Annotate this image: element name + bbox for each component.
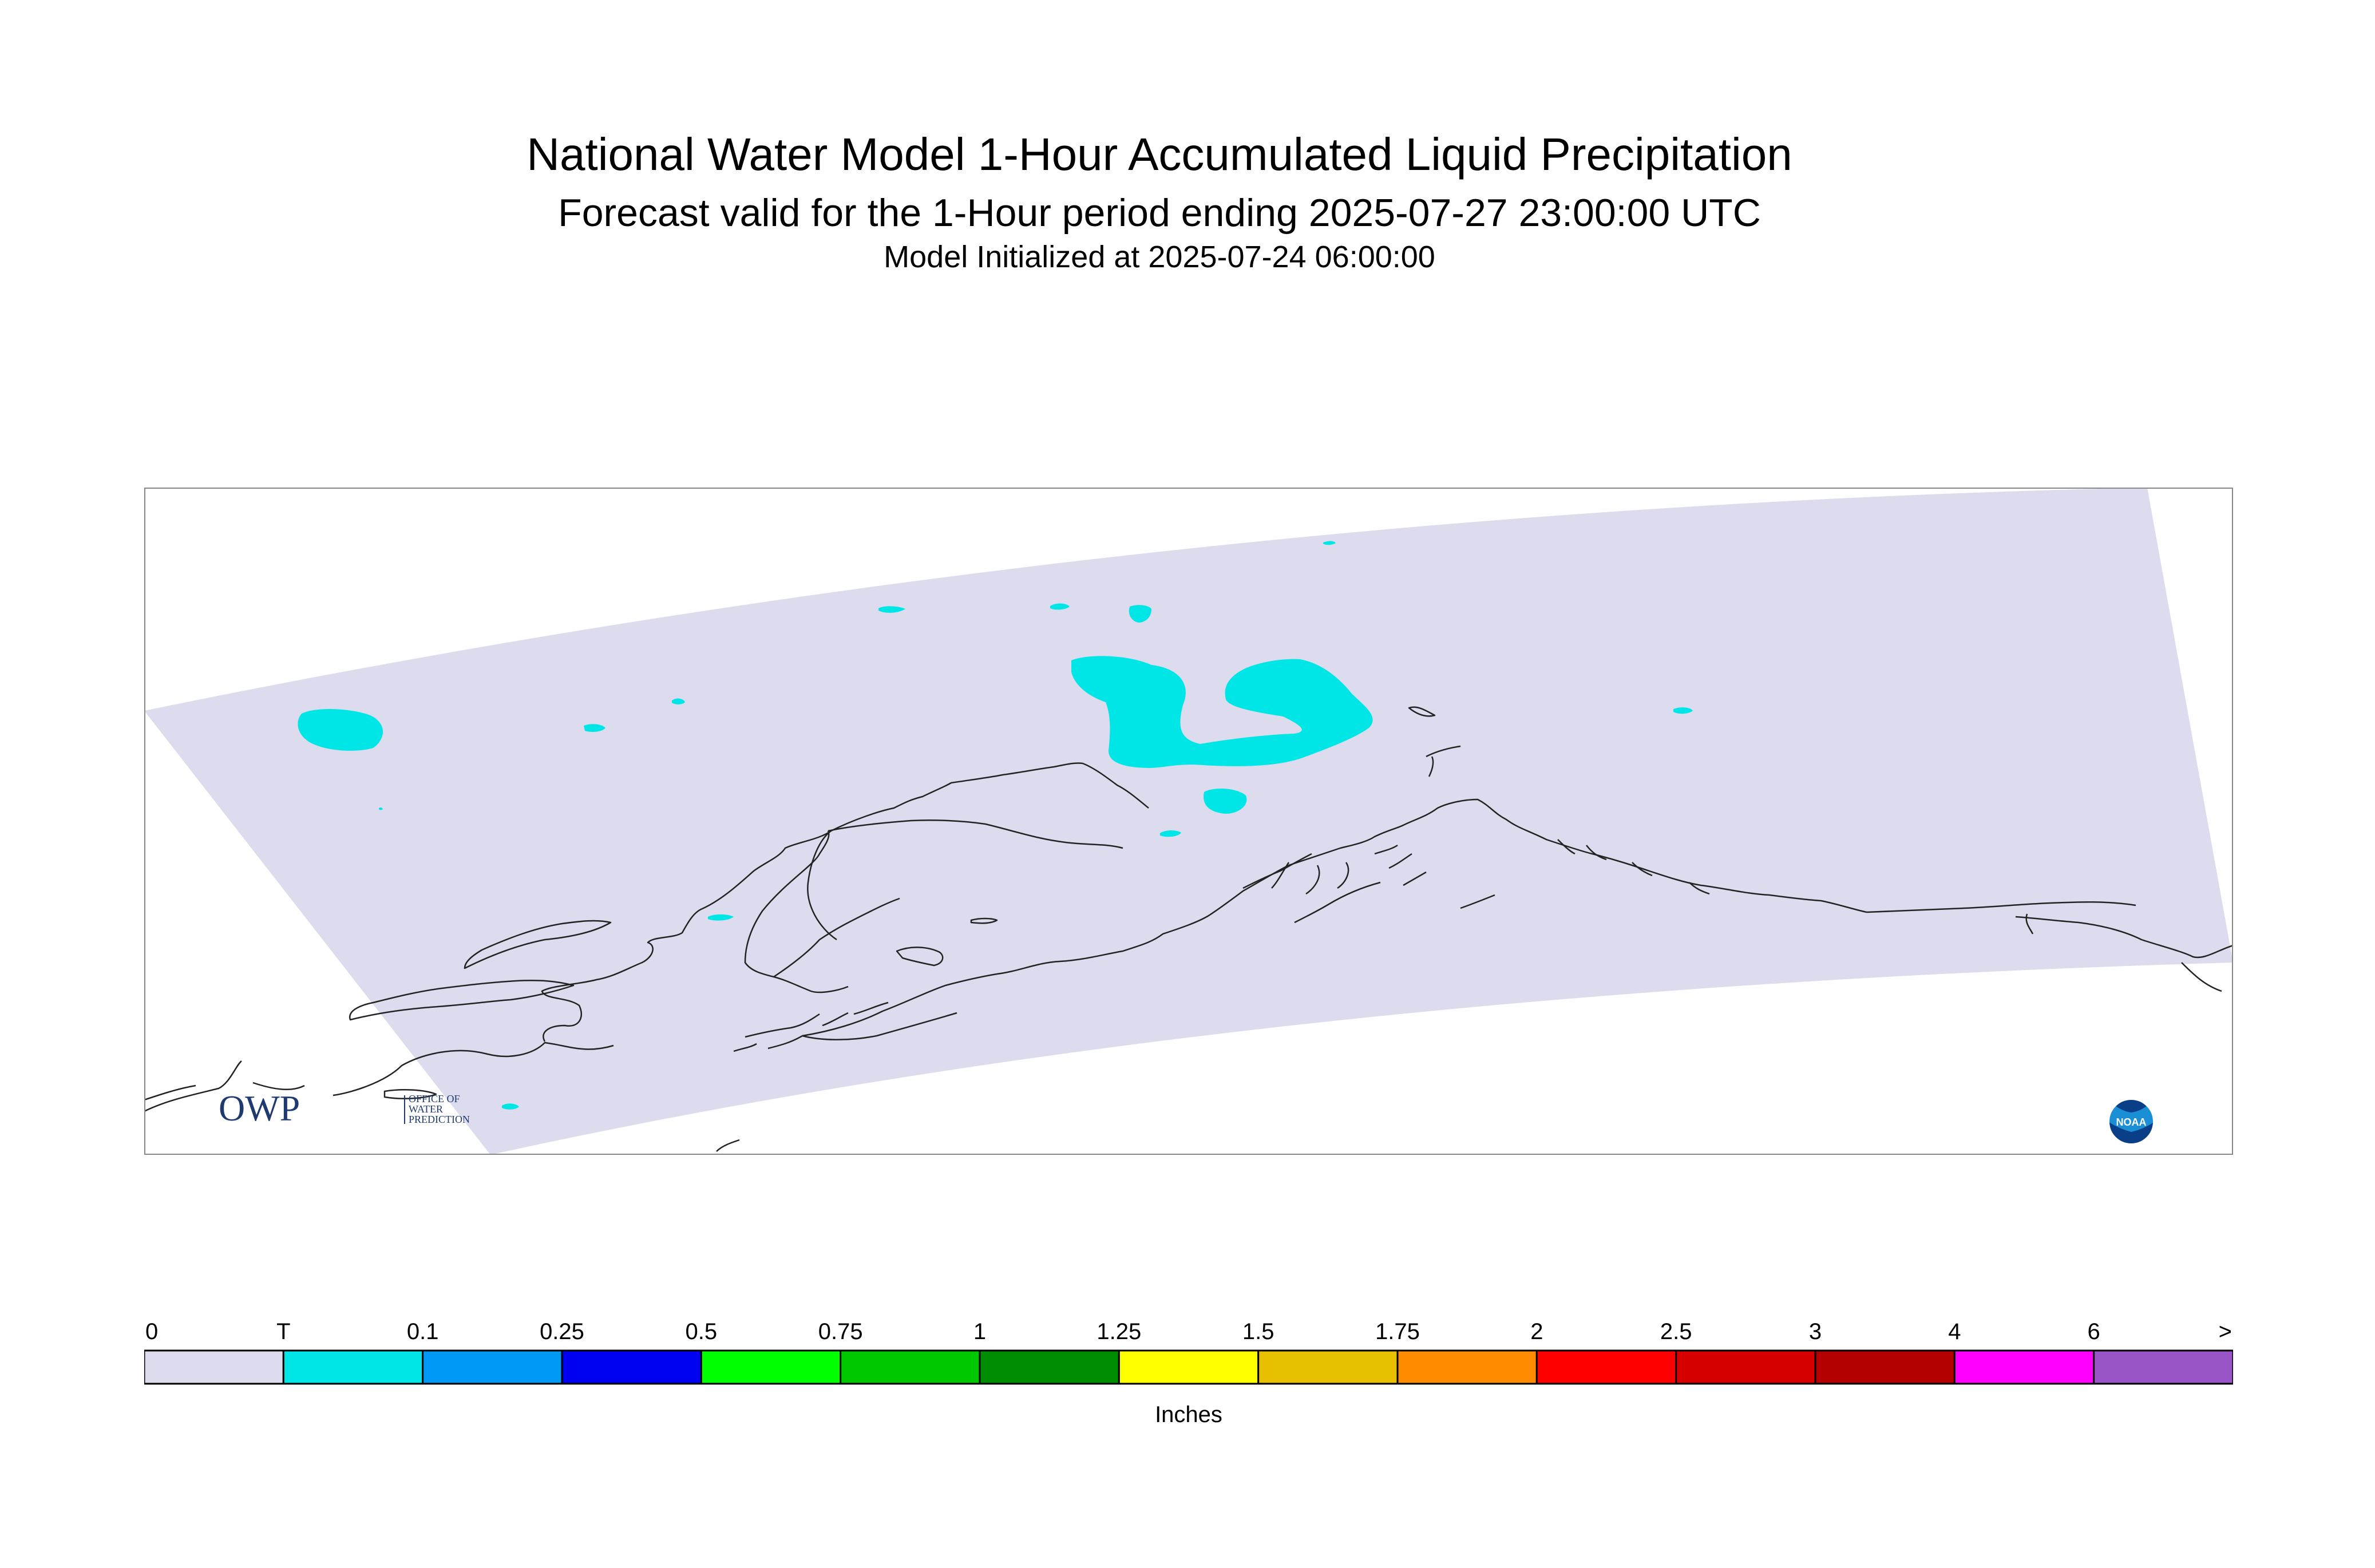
legend-swatch bbox=[1257, 1349, 1399, 1385]
gulf-coast-inlets bbox=[1374, 844, 1495, 909]
precip-area bbox=[672, 698, 685, 704]
noaa-logo-icon: NOAA bbox=[2107, 1098, 2155, 1146]
page-title: National Water Model 1-Hour Accumulated … bbox=[527, 129, 1792, 180]
legend-swatch bbox=[1675, 1349, 1816, 1385]
forecast-subtitle: Forecast valid for the 1-Hour period end… bbox=[558, 191, 1761, 235]
southeast-fjords bbox=[1557, 839, 1710, 895]
southeast-island-chain bbox=[1242, 853, 1312, 889]
legend-swatch bbox=[2093, 1349, 2233, 1385]
legend-swatch bbox=[1118, 1349, 1260, 1385]
legend-tick-label: 1.25 bbox=[1097, 1319, 1141, 1344]
owp-logo-line2: WATER bbox=[409, 1103, 443, 1115]
legend-tick-label: 4 bbox=[1948, 1319, 1961, 1344]
southeast-coast bbox=[1866, 901, 2136, 924]
st-lawrence-island bbox=[349, 980, 575, 1021]
map-panel: OWP OFFICE OF WATER PREDICTION NOAA bbox=[144, 488, 2233, 1155]
mainland-coastline bbox=[144, 762, 1083, 1112]
kuskokwim-river bbox=[828, 819, 1123, 849]
legend-tick-label: 0.25 bbox=[540, 1319, 584, 1344]
precip-area bbox=[584, 724, 605, 732]
precip-area bbox=[298, 708, 383, 751]
legend-swatch bbox=[422, 1349, 563, 1385]
pribilof-coast bbox=[383, 1089, 437, 1099]
legend-tick-label: 1.5 bbox=[1242, 1319, 1274, 1344]
legend-unit-label: Inches bbox=[1155, 1402, 1222, 1427]
siberia-coast-lower bbox=[716, 1139, 740, 1152]
precip-area bbox=[1323, 541, 1336, 545]
legend-tick-label: 6 bbox=[2088, 1319, 2100, 1344]
precip-area bbox=[1673, 707, 1693, 714]
yukon-border bbox=[2025, 913, 2034, 935]
cook-inlet-coast bbox=[1288, 798, 1867, 913]
legend-swatch bbox=[1814, 1349, 1956, 1385]
river-upper bbox=[773, 897, 900, 978]
legend-tick-label: 0.5 bbox=[686, 1319, 718, 1344]
precip-area bbox=[502, 1103, 519, 1110]
southeast-inner-coast bbox=[1294, 881, 1381, 924]
chukotka-coast bbox=[144, 1084, 196, 1101]
precip-area bbox=[1129, 605, 1151, 623]
legend-tick-label: T bbox=[276, 1319, 290, 1344]
north-island bbox=[1408, 706, 1436, 717]
map-frame bbox=[144, 488, 2233, 1155]
init-subtitle: Model Initialized at 2025-07-24 06:00:00 bbox=[884, 240, 1435, 274]
owp-logo-line3: PREDICTION bbox=[409, 1114, 470, 1125]
noaa-logo-text: NOAA bbox=[2116, 1116, 2147, 1128]
peninsula-coast bbox=[802, 864, 1289, 1037]
precip-area bbox=[878, 606, 905, 613]
small-island bbox=[970, 917, 998, 924]
legend-swatch bbox=[700, 1349, 842, 1385]
precip-area bbox=[1204, 789, 1247, 814]
precip-areas bbox=[298, 541, 1693, 1110]
nunivak-island bbox=[896, 947, 944, 967]
legend-tick-label: > bbox=[2219, 1319, 2232, 1344]
owp-logo: OWP OFFICE OF WATER PREDICTION bbox=[219, 1088, 470, 1129]
legend-tick-label: 1 bbox=[973, 1319, 986, 1344]
panhandle-coast bbox=[2078, 921, 2233, 992]
color-legend: 0 T 0.1 0.25 0.5 0.75 1 1.25 1.5 1.75 2 2.5 3 4 6 > Inc… bbox=[144, 1310, 2233, 1454]
legend-swatch bbox=[979, 1349, 1120, 1385]
legend-swatch bbox=[1953, 1349, 2095, 1385]
river-lower bbox=[807, 830, 837, 941]
alaska-peninsula-south bbox=[802, 1012, 957, 1040]
legend-tick-label: 0.75 bbox=[818, 1319, 863, 1344]
legend-tick-label: 2.5 bbox=[1660, 1319, 1692, 1344]
precip-area bbox=[1071, 656, 1373, 768]
legend-swatch bbox=[144, 1349, 284, 1385]
legend-swatch bbox=[561, 1349, 702, 1385]
north-coast-hook bbox=[1426, 745, 1461, 777]
legend-tick-label: 1.75 bbox=[1375, 1319, 1420, 1344]
precip-area bbox=[1160, 830, 1181, 837]
model-domain-area bbox=[144, 488, 2233, 1155]
legend-swatch bbox=[1535, 1349, 1677, 1385]
legend-tick-label: 0 bbox=[145, 1319, 158, 1344]
kodiak-coast bbox=[1271, 862, 1349, 895]
legend-swatch bbox=[1396, 1349, 1538, 1385]
coastlines bbox=[144, 706, 2233, 1152]
precip-area bbox=[1050, 603, 1070, 610]
sound-coastline bbox=[1082, 762, 1149, 809]
precip-area bbox=[708, 914, 734, 921]
owp-logo-letters: OWP bbox=[219, 1088, 300, 1129]
legend-tick-label: 2 bbox=[1530, 1319, 1543, 1344]
seward-peninsula bbox=[464, 920, 612, 969]
precip-area bbox=[379, 807, 383, 810]
aleutian-islands bbox=[733, 1001, 889, 1052]
bristol-bay-coast bbox=[744, 830, 849, 993]
legend-swatch bbox=[840, 1349, 981, 1385]
owp-logo-line1: OFFICE OF bbox=[409, 1093, 460, 1104]
legend-tick-label: 3 bbox=[1809, 1319, 1822, 1344]
legend-swatch bbox=[282, 1349, 424, 1385]
legend-tick-label: 0.1 bbox=[407, 1319, 439, 1344]
